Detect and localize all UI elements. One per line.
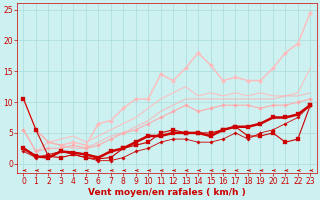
X-axis label: Vent moyen/en rafales ( km/h ): Vent moyen/en rafales ( km/h ) [88, 188, 246, 197]
